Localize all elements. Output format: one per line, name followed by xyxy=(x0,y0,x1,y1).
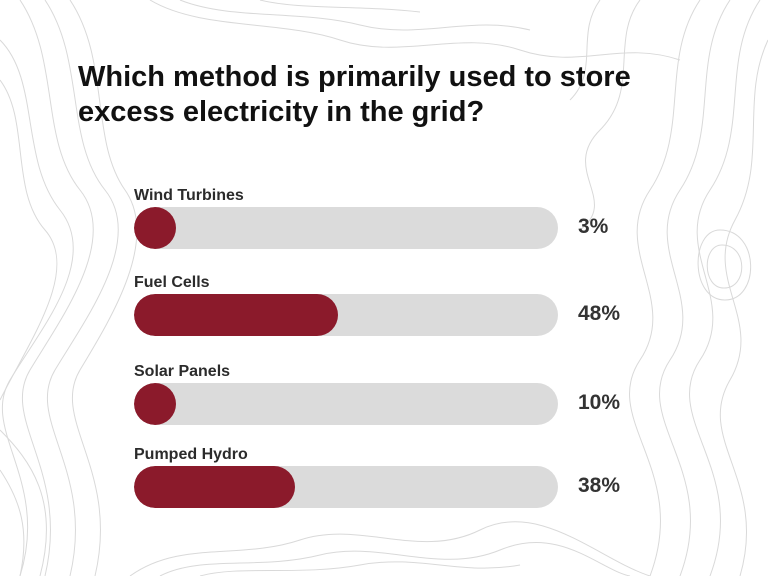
contour-lines-bottom xyxy=(129,521,651,576)
contour-lines-right xyxy=(569,0,768,576)
poll-option: Solar Panels 10% xyxy=(0,363,768,433)
bar-fill xyxy=(134,383,177,425)
poll-option: Wind Turbines 3% xyxy=(0,187,768,257)
percentage-label: 10% xyxy=(578,391,621,414)
poll-question-title: Which method is primarily used to store … xyxy=(78,61,631,128)
option-label: Solar Panels xyxy=(134,363,231,380)
bar-fill xyxy=(134,294,338,336)
bar-track xyxy=(134,294,558,336)
option-label: Wind Turbines xyxy=(134,187,244,204)
option-label: Fuel Cells xyxy=(134,274,210,291)
contour-lines-top xyxy=(149,0,681,61)
bar-fill xyxy=(134,207,176,249)
option-label: Pumped Hydro xyxy=(134,446,248,463)
bar-track xyxy=(134,466,558,508)
bar-track xyxy=(134,207,558,249)
percentage-label: 38% xyxy=(578,474,621,497)
bar-track xyxy=(134,383,558,425)
percentage-label: 3% xyxy=(578,215,609,238)
poll-option: Fuel Cells 48% xyxy=(0,274,768,344)
bar-fill xyxy=(134,466,296,508)
contour-lines-left xyxy=(0,0,138,576)
percentage-label: 48% xyxy=(578,302,621,325)
poll-option: Pumped Hydro 38% xyxy=(0,446,768,516)
